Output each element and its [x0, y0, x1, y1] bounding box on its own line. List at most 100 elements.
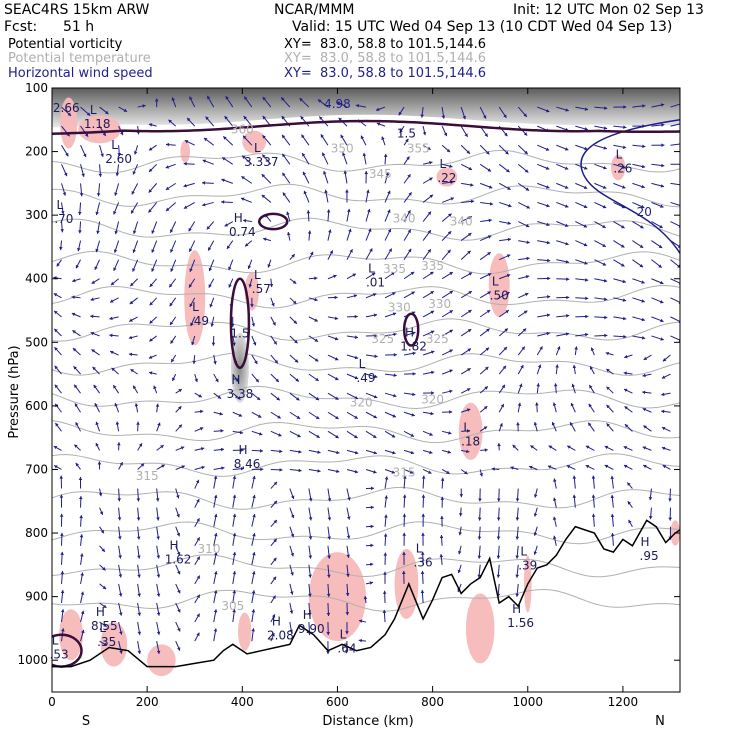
wind-arrowhead: [196, 594, 200, 599]
wind-arrowhead: [623, 446, 628, 450]
wind-arrowhead: [662, 358, 667, 362]
y-tick-label: 500: [25, 335, 48, 349]
wind-arrowhead: [427, 230, 431, 234]
wind-arrowhead: [221, 466, 225, 470]
pv-positive-region: [147, 644, 176, 677]
wind-arrowhead: [585, 332, 589, 337]
wind-arrowhead: [240, 466, 244, 471]
wind-arrowhead: [449, 389, 453, 394]
valid-time: Valid: 15 UTC Wed 04 Sep 13 (10 CDT Wed …: [292, 19, 673, 35]
pv-extremum-value: 3.38: [227, 387, 254, 401]
wind-arrowhead: [376, 122, 381, 126]
theta-label: 315: [136, 469, 159, 483]
y-tick-label: 200: [25, 145, 48, 159]
wind-arrowhead: [137, 631, 142, 635]
wind-arrowhead: [263, 237, 267, 242]
wind-arrowhead: [431, 370, 435, 375]
wind-arrowhead: [170, 229, 174, 233]
wind-arrowhead: [421, 513, 426, 517]
wind-arrowhead: [177, 608, 181, 613]
wind-arrowhead: [54, 347, 58, 351]
wind-arrowhead: [169, 283, 173, 288]
wind-arrowhead: [322, 152, 326, 157]
wind-arrowhead: [622, 279, 626, 284]
wind-arrowhead: [156, 574, 161, 578]
theta-label: 325: [371, 332, 394, 346]
pv-extremum-marker: L: [52, 634, 59, 648]
wind-vector: [670, 335, 680, 341]
wind-arrowhead: [60, 532, 64, 536]
wind-arrowhead: [591, 494, 596, 498]
wind-arrowhead: [256, 396, 261, 401]
wind-arrowhead: [571, 383, 575, 388]
wind-arrowhead: [405, 138, 409, 143]
legend-pv-xy: XY= 83.0, 58.8 to 101.5,144.6: [284, 37, 487, 52]
wind-arrowhead: [412, 372, 416, 376]
wind-arrowhead: [149, 301, 154, 306]
wind-arrowhead: [102, 567, 106, 571]
theta-contour: [52, 352, 680, 376]
wind-arrowhead: [366, 189, 370, 193]
x-tick-label: 1200: [608, 695, 639, 709]
wind-arrowhead: [252, 552, 256, 556]
wind-arrowhead: [271, 633, 275, 637]
wind-arrowhead: [114, 230, 119, 235]
wind-arrowhead: [129, 318, 133, 322]
wind-arrowhead: [468, 166, 473, 171]
wind-arrowhead: [504, 132, 508, 137]
legend-wind-name: Horizontal wind speed: [8, 66, 153, 81]
wind-arrowhead: [219, 411, 223, 416]
wind-arrowhead: [603, 126, 608, 130]
wind-arrowhead: [74, 403, 79, 407]
wind-arrowhead: [546, 222, 550, 227]
wind-arrowhead: [345, 631, 349, 635]
wind-arrowhead: [483, 426, 488, 430]
wind-arrowhead: [570, 402, 575, 407]
wind-arrowhead: [407, 229, 411, 233]
wind-arrowhead: [324, 189, 328, 194]
wind-arrowhead: [210, 323, 215, 327]
wind-arrowhead: [641, 336, 646, 340]
wind-arrowhead: [92, 366, 96, 371]
wind-arrowhead: [622, 298, 627, 302]
wind-arrowhead: [148, 123, 153, 127]
wind-arrowhead: [478, 498, 482, 502]
wind-arrowhead: [660, 184, 665, 188]
wind-arrowhead: [178, 389, 182, 393]
wind-arrowhead: [503, 114, 507, 118]
wind-arrowhead: [354, 469, 358, 474]
wind-vector: [670, 103, 680, 108]
wind-arrowhead: [420, 551, 425, 555]
wind-arrowhead: [118, 593, 123, 597]
wind-arrowhead: [346, 535, 351, 539]
wind-arrowhead: [137, 593, 141, 597]
wind-arrowhead: [515, 555, 520, 559]
wind-arrowhead: [387, 209, 391, 213]
wind-arrowhead: [136, 517, 141, 521]
wind-arrowhead: [584, 261, 588, 265]
wind-arrowhead: [95, 442, 99, 447]
wind-arrowhead: [189, 96, 193, 101]
wind-arrowhead: [591, 513, 596, 517]
wind-arrowhead: [239, 430, 244, 435]
wind-arrowhead: [603, 165, 607, 170]
wind-arrowhead: [196, 499, 200, 503]
wind-arrowhead: [440, 515, 444, 519]
wind-arrowhead: [90, 314, 94, 319]
wind-arrowhead: [203, 137, 208, 142]
wind-arrowhead: [348, 228, 352, 233]
wind-arrowhead: [241, 197, 245, 201]
wind-arrowhead: [524, 150, 528, 155]
wind-arrowhead: [94, 403, 98, 407]
pv-positive-region: [59, 609, 83, 661]
wind-arrowhead: [334, 376, 339, 381]
wind-arrowhead: [387, 190, 391, 195]
wind-arrowhead: [95, 421, 99, 426]
wind-arrowhead: [302, 153, 306, 157]
wind-arrowhead: [648, 516, 653, 520]
pv-extremum-marker: H: [170, 538, 179, 552]
wind-arrowhead: [622, 145, 627, 149]
wind-arrowhead: [208, 247, 212, 251]
wind-arrowhead: [345, 189, 349, 193]
wind-arrowhead: [153, 385, 157, 390]
